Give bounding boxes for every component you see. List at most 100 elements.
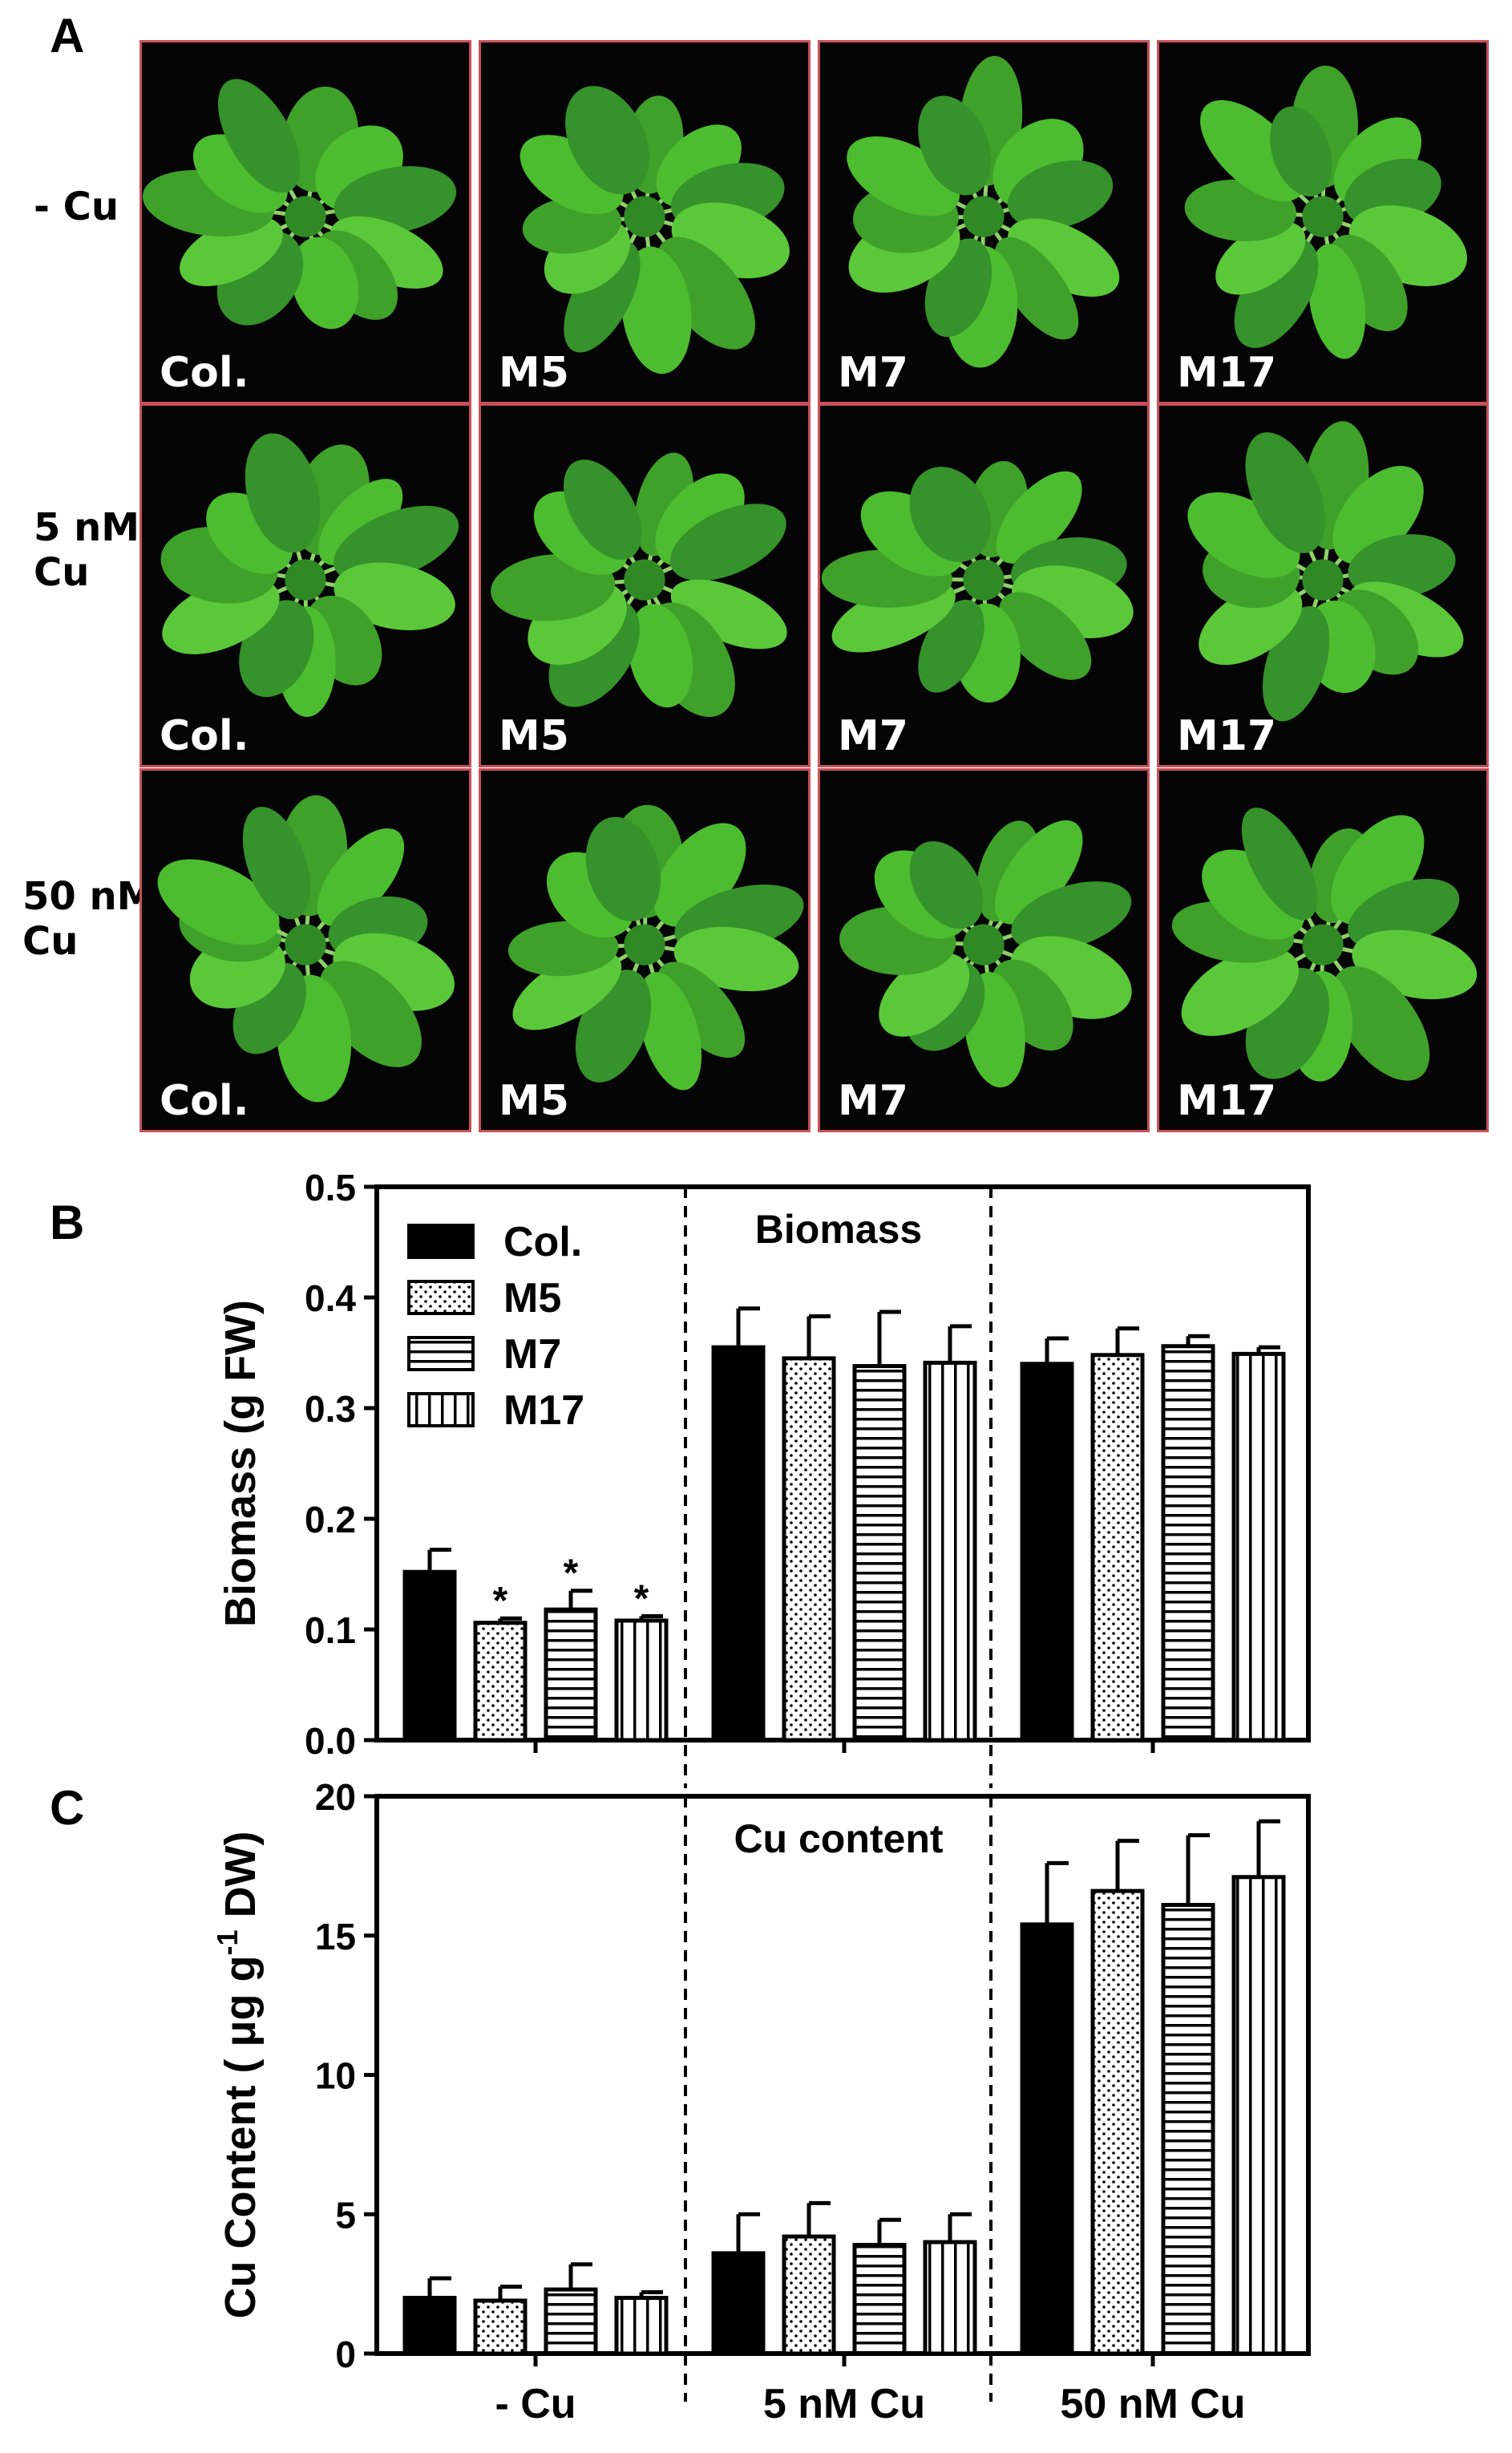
plant-photo: M5 <box>479 40 811 404</box>
legend-label: Col. <box>503 1219 582 1265</box>
plant-photo: M5 <box>479 403 811 767</box>
genotype-label: M17 <box>1177 349 1277 397</box>
condition-label-line: Cu <box>34 550 90 595</box>
plant-rosette-image <box>160 433 459 717</box>
chart-title: Cu content <box>734 1816 943 1861</box>
legend-swatch <box>407 1280 475 1315</box>
plant-rosette-image <box>507 804 804 1091</box>
genotype-label: M17 <box>1177 712 1277 760</box>
plant-photo: Col. <box>139 40 471 404</box>
condition-label: 50 nM Cu <box>22 874 155 964</box>
y-tick-label: 10 <box>315 2055 356 2097</box>
condition-label-line: 5 nM <box>34 505 140 550</box>
plant-photo: M17 <box>1157 768 1489 1132</box>
legend-label: M17 <box>503 1387 584 1434</box>
plant-photo: M7 <box>818 40 1150 404</box>
bar <box>1161 1903 1215 2356</box>
plant-photo: M5 <box>479 768 811 1132</box>
x-category-label: 50 nM Cu <box>1060 2381 1245 2427</box>
bar <box>1231 1351 1286 1743</box>
panel-a-letter: A <box>50 9 85 63</box>
y-tick-label: 0.0 <box>305 1720 356 1762</box>
bar <box>473 1621 528 1743</box>
genotype-label: M7 <box>838 712 908 760</box>
legend-swatch <box>407 1392 475 1427</box>
bar <box>544 2287 598 2356</box>
bar <box>614 1618 669 1743</box>
genotype-label: M5 <box>499 712 569 760</box>
plant-rosette-image <box>1184 65 1468 359</box>
chart-panel-c: C 0 5 10 15 20 Cu Content ( μg g-1 DW) Cu conte… <box>50 1776 1311 2427</box>
bar <box>852 2242 907 2356</box>
x-category-label: 5 nM Cu <box>763 2381 925 2427</box>
y-tick-label: 0.2 <box>305 1499 356 1540</box>
plant-rosette-image <box>847 55 1120 368</box>
chart-title: Biomass <box>755 1207 922 1252</box>
y-axis-label: Cu Content ( μg g-1 DW) <box>211 1832 265 2319</box>
bar <box>711 1345 766 1743</box>
plant-photo: Col. <box>139 403 471 767</box>
y-tick-label: 0.3 <box>305 1388 356 1430</box>
y-tick-label: 0 <box>335 2334 356 2375</box>
y-tick-label: 0.4 <box>305 1277 356 1319</box>
bar <box>1161 1344 1215 1743</box>
bar <box>614 2296 669 2356</box>
plant-rosette-image <box>1187 421 1464 722</box>
bar <box>1231 1875 1286 2356</box>
bar <box>923 2240 977 2356</box>
plant-photo: M7 <box>818 403 1150 767</box>
y-axis-label: Biomass (g FW) <box>216 1300 265 1627</box>
significance-mark: * <box>564 1552 579 1595</box>
y-axis-label-text: Cu Content ( μg g <box>216 1956 265 2319</box>
chart-panel-b: B 0.0 0.1 0.2 0.3 0.4 0.5 Biomass (g FW) Biomass… <box>50 1167 1311 1788</box>
genotype-label: Col. <box>160 1077 249 1125</box>
plant-photo: M17 <box>1157 40 1489 404</box>
condition-label-line: 50 nM <box>22 874 156 919</box>
legend-swatch <box>407 1224 475 1259</box>
significance-mark: * <box>493 1580 508 1622</box>
genotype-label: M7 <box>838 349 908 397</box>
genotype-label: M17 <box>1177 1077 1277 1125</box>
y-axis-label-text: DW) <box>216 1832 265 1930</box>
x-category-label: - Cu <box>495 2381 576 2427</box>
plant-rosette-image <box>821 460 1134 703</box>
plant-photo: M17 <box>1157 403 1489 767</box>
genotype-label: M5 <box>499 349 569 397</box>
plant-rosette-image <box>1171 808 1478 1082</box>
condition-label-line: Cu <box>22 919 79 964</box>
condition-label: - Cu <box>34 184 119 229</box>
bar <box>473 2298 528 2356</box>
significance-mark: * <box>634 1577 649 1620</box>
plant-rosette-image <box>157 795 455 1103</box>
panel-letter: B <box>50 1196 84 1249</box>
bar <box>1090 1888 1145 2356</box>
genotype-label: M7 <box>838 1077 908 1125</box>
bar <box>402 1569 457 1743</box>
bar <box>782 2234 836 2356</box>
plant-rosette-image <box>491 452 787 718</box>
plant-photo: M7 <box>818 768 1150 1132</box>
y-tick-label: 0.1 <box>305 1609 356 1651</box>
y-axis-label-superscript: -1 <box>211 1930 244 1956</box>
y-tick-label: 5 <box>335 2194 356 2236</box>
y-tick-label: 15 <box>315 1916 356 1957</box>
plant-photo: Col. <box>139 768 471 1132</box>
condition-label: 5 nM Cu <box>34 505 139 595</box>
genotype-label: Col. <box>160 349 249 397</box>
bar <box>402 2296 457 2356</box>
legend-label: M7 <box>503 1331 561 1378</box>
condition-label-line: - Cu <box>34 184 119 229</box>
genotype-label: Col. <box>160 712 249 760</box>
bar <box>1090 1353 1145 1743</box>
bar <box>1020 1362 1074 1743</box>
bar <box>544 1607 598 1743</box>
bar <box>711 2251 766 2356</box>
bar <box>782 1356 836 1743</box>
bar <box>1020 1922 1074 2356</box>
plant-rosette-image <box>142 79 457 330</box>
panel-letter: C <box>50 1781 84 1835</box>
plant-rosette-image <box>519 86 790 374</box>
legend-label: M5 <box>503 1275 561 1322</box>
plant-rosette-image <box>839 820 1132 1088</box>
